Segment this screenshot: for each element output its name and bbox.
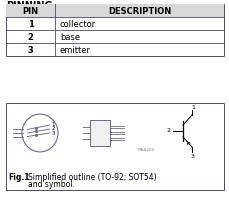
Text: Simplified outline (TO-92; SOT54): Simplified outline (TO-92; SOT54)	[28, 173, 156, 182]
Text: PIN: PIN	[22, 7, 38, 16]
Text: base: base	[60, 33, 80, 42]
Text: DESCRIPTION: DESCRIPTION	[107, 7, 170, 16]
Text: 1: 1	[52, 121, 55, 126]
Text: MAA280: MAA280	[137, 147, 155, 151]
Text: 2: 2	[27, 33, 33, 42]
Bar	[6, 5, 223, 57]
Text: PINNING: PINNING	[6, 1, 52, 11]
Text: 3: 3	[190, 153, 194, 158]
Text: and symbol.: and symbol.	[28, 180, 75, 188]
Bar	[6, 103, 223, 190]
Text: 2: 2	[166, 127, 170, 132]
Text: emitter: emitter	[60, 46, 91, 55]
Text: 1: 1	[27, 20, 33, 29]
Text: 3: 3	[52, 130, 55, 135]
Bar	[90, 121, 109, 146]
Bar	[6, 5, 223, 18]
Text: collector: collector	[60, 20, 96, 29]
Text: 3: 3	[27, 46, 33, 55]
Text: 1: 1	[190, 104, 194, 109]
Text: Fig.1: Fig.1	[8, 173, 29, 182]
Text: 2: 2	[52, 126, 55, 131]
